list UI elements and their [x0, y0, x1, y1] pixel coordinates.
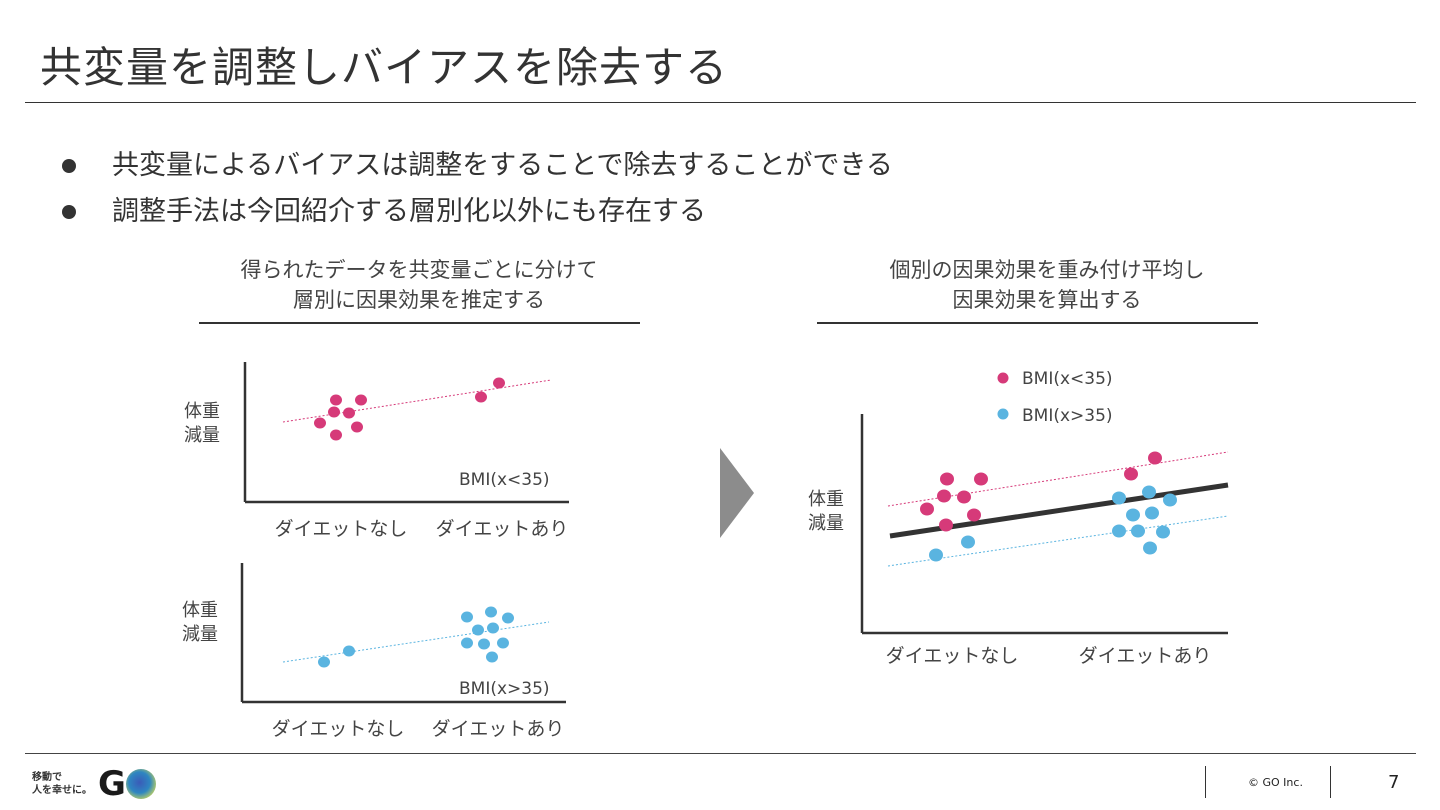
logo-letter: G — [98, 764, 126, 804]
data-point — [1148, 451, 1162, 465]
copyright: © GO Inc. — [1248, 776, 1303, 789]
data-point — [487, 622, 499, 634]
data-point — [497, 637, 509, 649]
y-axis-label: 体重 — [184, 401, 220, 422]
data-point — [1142, 485, 1156, 499]
data-point — [355, 394, 367, 406]
data-point — [1143, 541, 1157, 555]
x-tick-label: ダイエットあり — [1079, 645, 1212, 667]
company-logo: 移動で 人を幸せに。 G — [32, 764, 156, 804]
y-axis-label: 減量 — [182, 624, 218, 645]
data-point — [351, 421, 363, 433]
bullet-list: 共変量によるバイアスは調整をすることで除去することができる 調整手法は今回紹介す… — [60, 143, 893, 235]
data-point — [920, 502, 934, 516]
x-tick-label: ダイエットあり — [436, 518, 569, 540]
data-point — [957, 490, 971, 504]
bullet-item: 調整手法は今回紹介する層別化以外にも存在する — [60, 189, 893, 235]
data-point — [314, 417, 326, 429]
data-point — [475, 391, 487, 403]
trend-line — [282, 621, 550, 663]
footer-divider — [25, 753, 1416, 754]
go-logo-icon: G — [98, 764, 156, 804]
x-tick-label: ダイエットなし — [275, 518, 408, 540]
data-point — [967, 508, 981, 522]
bullet-text: 調整手法は今回紹介する層別化以外にも存在する — [112, 196, 706, 227]
y-axis-label: 減量 — [808, 513, 844, 534]
data-point — [502, 612, 514, 624]
series-label: BMI(x<35) — [459, 470, 550, 490]
bullet-icon — [62, 159, 76, 173]
data-point — [330, 429, 342, 441]
slide-title: 共変量を調整しバイアスを除去する — [40, 43, 729, 92]
data-point — [1124, 467, 1138, 481]
data-point — [461, 637, 473, 649]
bullet-icon — [62, 205, 76, 219]
left-panel-title: 得られたデータを共変量ごとに分けて 層別に因果効果を推定する — [184, 255, 654, 315]
right-panel-divider — [817, 322, 1258, 324]
data-point — [1112, 491, 1126, 505]
data-point — [328, 406, 340, 418]
right-arrow-icon — [720, 448, 754, 538]
data-point — [1112, 524, 1126, 538]
data-point — [939, 518, 953, 532]
right-panel-title-line2: 因果効果を算出する — [952, 288, 1142, 312]
x-tick-label: ダイエットなし — [886, 645, 1019, 667]
legend-label: BMI(x<35) — [1022, 369, 1113, 389]
logo-tagline-line1: 移動で — [32, 772, 62, 783]
data-point — [1163, 493, 1177, 507]
data-point — [472, 624, 484, 636]
logo-globe-icon — [125, 769, 156, 799]
left-panel-divider — [199, 322, 640, 324]
series-label: BMI(x>35) — [459, 679, 550, 699]
data-point — [318, 656, 330, 668]
left-panel-title-line2: 層別に因果効果を推定する — [293, 288, 545, 312]
y-axis-label: 体重 — [808, 489, 844, 510]
left-panel-title-line1: 得られたデータを共変量ごとに分けて — [240, 258, 598, 282]
logo-tagline: 移動で 人を幸せに。 — [32, 771, 92, 797]
right-panel-title-line1: 個別の因果効果を重み付け平均し — [889, 258, 1205, 282]
data-point — [940, 472, 954, 486]
y-axis-label: 体重 — [182, 600, 218, 621]
legend-label: BMI(x>35) — [1022, 406, 1113, 426]
logo-tagline-line2: 人を幸せに。 — [32, 785, 92, 796]
data-point — [1131, 524, 1145, 538]
data-point — [461, 611, 473, 623]
data-point — [486, 651, 498, 663]
bullet-item: 共変量によるバイアスは調整をすることで除去することができる — [60, 143, 893, 189]
footer-separator — [1205, 766, 1206, 798]
data-point — [1126, 508, 1140, 522]
data-point — [929, 548, 943, 562]
data-point — [343, 645, 355, 657]
trend-line — [282, 379, 552, 423]
data-point — [493, 377, 505, 389]
right-panel-title: 個別の因果効果を重み付け平均し 因果効果を算出する — [812, 255, 1282, 315]
trend-line — [887, 515, 1229, 567]
title-divider — [25, 102, 1416, 103]
data-point — [478, 638, 490, 650]
data-point — [1156, 525, 1170, 539]
data-point — [1145, 506, 1159, 520]
x-tick-label: ダイエットあり — [432, 718, 565, 740]
footer-separator — [1330, 766, 1331, 798]
bullet-text: 共変量によるバイアスは調整をすることで除去することができる — [112, 150, 893, 181]
data-point — [330, 394, 342, 406]
data-point — [485, 606, 497, 618]
data-point — [974, 472, 988, 486]
page-number: 7 — [1388, 772, 1400, 793]
data-point — [343, 407, 355, 419]
data-point — [937, 489, 951, 503]
x-tick-label: ダイエットなし — [272, 718, 405, 740]
y-axis-label: 減量 — [184, 425, 220, 446]
legend-marker-pink — [997, 372, 1009, 384]
legend-marker-blue — [997, 408, 1009, 420]
data-point — [961, 535, 975, 549]
